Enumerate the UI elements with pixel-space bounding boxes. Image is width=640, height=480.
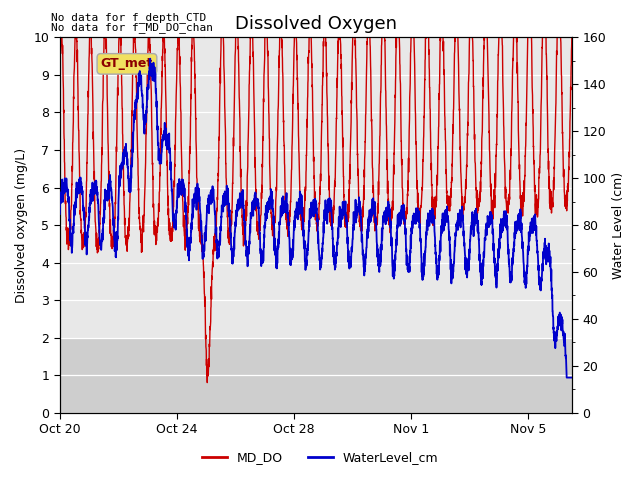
- Text: No data for f_MD_DO_chan: No data for f_MD_DO_chan: [51, 22, 213, 33]
- Y-axis label: Dissolved oxygen (mg/L): Dissolved oxygen (mg/L): [15, 147, 28, 302]
- Title: Dissolved Oxygen: Dissolved Oxygen: [235, 15, 397, 33]
- Text: GT_met: GT_met: [101, 58, 153, 71]
- Y-axis label: Water Level (cm): Water Level (cm): [612, 171, 625, 278]
- Text: No data for f_depth_CTD: No data for f_depth_CTD: [51, 12, 207, 23]
- Bar: [60, 338, 572, 413]
- Legend: MD_DO, WaterLevel_cm: MD_DO, WaterLevel_cm: [196, 446, 444, 469]
